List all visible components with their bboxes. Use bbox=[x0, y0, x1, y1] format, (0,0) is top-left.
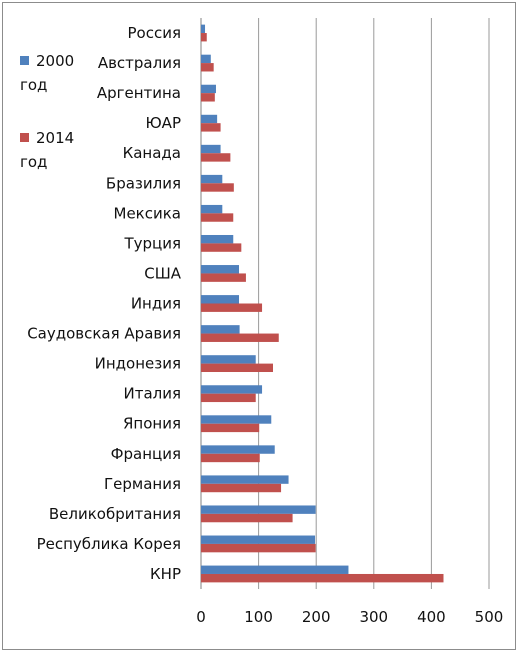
legend-swatch-2000 bbox=[20, 56, 29, 65]
bar-2000-10 bbox=[201, 325, 240, 334]
category-label: Япония bbox=[123, 415, 181, 433]
bar-2000-5 bbox=[201, 174, 223, 184]
bar-2000-2 bbox=[201, 84, 216, 94]
bar-2000-1 bbox=[201, 54, 211, 64]
bar-2000-6 bbox=[201, 204, 223, 214]
bar-2014-1 bbox=[201, 63, 214, 72]
bar-2000-15 bbox=[201, 475, 289, 484]
bar-2000-12 bbox=[201, 385, 263, 394]
bar-2014-2 bbox=[201, 93, 215, 102]
category-label: Саудовская Аравия bbox=[27, 325, 181, 343]
category-label: Индонезия bbox=[95, 355, 181, 373]
bar-2014-18 bbox=[201, 573, 444, 583]
legend-swatch-2014 bbox=[20, 133, 29, 142]
x-tick-label: 400 bbox=[417, 608, 446, 626]
bar-2000-8 bbox=[201, 265, 240, 274]
bar-2000-3 bbox=[201, 114, 218, 124]
bar-2000-11 bbox=[201, 355, 256, 364]
bar-2000-0 bbox=[201, 24, 206, 34]
category-label: Франция bbox=[111, 445, 181, 463]
category-label: США bbox=[144, 264, 182, 282]
bar-2000-4 bbox=[201, 144, 221, 154]
bar-2000-16 bbox=[201, 505, 316, 514]
category-label: Турция bbox=[123, 234, 181, 252]
category-label: ЮАР bbox=[145, 114, 181, 132]
bar-2014-4 bbox=[201, 153, 231, 162]
bar-2014-10 bbox=[201, 333, 279, 342]
legend-label-2014: 2014 год bbox=[20, 129, 74, 171]
bar-2014-7 bbox=[201, 243, 242, 252]
bar-2014-12 bbox=[201, 393, 256, 403]
bars bbox=[201, 24, 444, 583]
bar-2014-0 bbox=[201, 33, 207, 42]
bar-2014-3 bbox=[201, 123, 221, 132]
bar-2000-14 bbox=[201, 445, 275, 454]
category-label: Канада bbox=[123, 144, 181, 162]
legend-label-2000: 2000 год bbox=[20, 52, 74, 94]
bar-2014-14 bbox=[201, 453, 260, 463]
category-label: Бразилия bbox=[106, 174, 181, 192]
bar-2000-18 bbox=[201, 565, 349, 574]
bar-2014-8 bbox=[201, 273, 246, 282]
category-label: Италия bbox=[123, 385, 181, 403]
bar-2014-6 bbox=[201, 213, 234, 222]
bar-2014-9 bbox=[201, 303, 263, 312]
bar-2014-11 bbox=[201, 363, 273, 373]
category-label: КНР bbox=[150, 565, 181, 583]
category-label: Мексика bbox=[114, 204, 181, 222]
legend: 2000 год 2014 год bbox=[20, 52, 74, 171]
category-label: Австралия bbox=[98, 54, 181, 72]
bar-2014-15 bbox=[201, 483, 282, 493]
x-tick-labels: 0 100 200 300 400 500 bbox=[196, 608, 503, 626]
x-tick-label: 500 bbox=[475, 608, 504, 626]
x-tick-label: 300 bbox=[359, 608, 388, 626]
bar-2000-17 bbox=[201, 535, 316, 544]
category-label: Аргентина bbox=[97, 84, 181, 102]
x-tick-label: 100 bbox=[244, 608, 273, 626]
category-label: Россия bbox=[128, 24, 182, 42]
bar-2014-16 bbox=[201, 513, 293, 523]
category-label: Германия bbox=[104, 475, 181, 493]
bar-2014-13 bbox=[201, 423, 260, 433]
category-labels: Россия Австралия Аргентина ЮАР Канада Бразили… bbox=[27, 24, 182, 583]
bar-2014-5 bbox=[201, 183, 234, 192]
category-label: Великобритания bbox=[49, 505, 181, 523]
x-tick-label: 200 bbox=[302, 608, 331, 626]
bar-2000-7 bbox=[201, 234, 234, 244]
bar-2000-9 bbox=[201, 295, 240, 304]
x-tick-label: 0 bbox=[196, 608, 206, 626]
bar-2000-13 bbox=[201, 415, 272, 424]
bar-2014-17 bbox=[201, 543, 316, 553]
category-label: Республика Корея bbox=[37, 535, 181, 553]
category-label: Индия bbox=[131, 295, 181, 313]
